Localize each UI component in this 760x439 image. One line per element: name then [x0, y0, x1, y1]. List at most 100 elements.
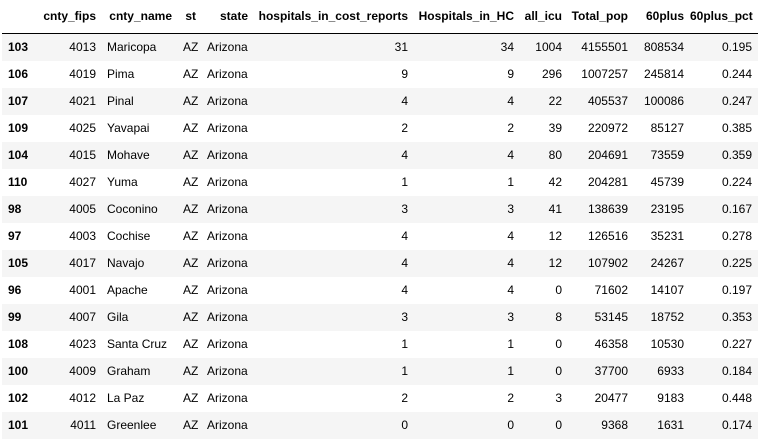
row-index: 100	[2, 358, 38, 385]
table-cell: 204691	[568, 142, 634, 169]
table-cell: Santa Cruz	[102, 331, 178, 358]
table-cell: 4	[414, 277, 520, 304]
table-cell: 107902	[568, 250, 634, 277]
table-cell: AZ	[178, 250, 202, 277]
table-cell: AZ	[178, 412, 202, 439]
row-index: 101	[2, 412, 38, 439]
table-cell: 4	[254, 250, 414, 277]
table-cell: 6933	[634, 358, 690, 385]
table-cell: 0.167	[690, 196, 758, 223]
table-cell: Gila	[102, 304, 178, 331]
table-cell: 4017	[38, 250, 102, 277]
table-cell: Arizona	[202, 115, 254, 142]
table-cell: 80	[520, 142, 568, 169]
table-cell: Arizona	[202, 169, 254, 196]
table-cell: AZ	[178, 358, 202, 385]
table-cell: 46358	[568, 331, 634, 358]
table-cell: 10530	[634, 331, 690, 358]
table-cell: 4012	[38, 385, 102, 412]
row-index: 103	[2, 34, 38, 62]
table-cell: 12	[520, 223, 568, 250]
table-cell: 0.448	[690, 385, 758, 412]
table-cell: 0	[414, 412, 520, 439]
table-cell: 1007257	[568, 61, 634, 88]
row-index: 96	[2, 277, 38, 304]
table-cell: 1	[254, 169, 414, 196]
table-cell: 9368	[568, 412, 634, 439]
table-cell: 4	[414, 223, 520, 250]
row-index: 102	[2, 385, 38, 412]
table-cell: 0	[520, 358, 568, 385]
table-cell: Arizona	[202, 142, 254, 169]
table-cell: 8	[520, 304, 568, 331]
table-cell: 39	[520, 115, 568, 142]
table-cell: 14107	[634, 277, 690, 304]
table-cell: 0.195	[690, 34, 758, 62]
table-cell: 0.278	[690, 223, 758, 250]
table-cell: AZ	[178, 331, 202, 358]
table-cell: 4025	[38, 115, 102, 142]
table-cell: 808534	[634, 34, 690, 62]
table-cell: Arizona	[202, 277, 254, 304]
table-cell: Arizona	[202, 304, 254, 331]
table-cell: Arizona	[202, 88, 254, 115]
table-cell: 4011	[38, 412, 102, 439]
column-header: st	[178, 0, 202, 34]
table-cell: 37700	[568, 358, 634, 385]
column-header: cnty_name	[102, 0, 178, 34]
table-cell: 0	[520, 331, 568, 358]
table-cell: Arizona	[202, 61, 254, 88]
column-header: 60plus_pct	[690, 0, 758, 34]
table-cell: Yuma	[102, 169, 178, 196]
column-header: Total_pop	[568, 0, 634, 34]
row-index: 108	[2, 331, 38, 358]
table-cell: AZ	[178, 88, 202, 115]
table-cell: Arizona	[202, 34, 254, 62]
table-cell: AZ	[178, 385, 202, 412]
table-cell: 31	[254, 34, 414, 62]
row-index: 104	[2, 142, 38, 169]
table-cell: 1	[414, 331, 520, 358]
table-cell: AZ	[178, 169, 202, 196]
table-cell: 4027	[38, 169, 102, 196]
table-cell: Arizona	[202, 250, 254, 277]
table-cell: AZ	[178, 223, 202, 250]
table-cell: 0.385	[690, 115, 758, 142]
table-cell: 4015	[38, 142, 102, 169]
table-cell: 9	[254, 61, 414, 88]
table-cell: 4	[414, 88, 520, 115]
index-header	[2, 0, 38, 34]
table-cell: 42	[520, 169, 568, 196]
table-cell: 296	[520, 61, 568, 88]
table-cell: 4021	[38, 88, 102, 115]
table-cell: 85127	[634, 115, 690, 142]
table-cell: La Paz	[102, 385, 178, 412]
table-cell: 2	[254, 385, 414, 412]
table-cell: 53145	[568, 304, 634, 331]
column-header: 60plus	[634, 0, 690, 34]
table-cell: 3	[254, 196, 414, 223]
table-cell: 126516	[568, 223, 634, 250]
column-header: all_icu	[520, 0, 568, 34]
table-cell: 2	[254, 115, 414, 142]
table-cell: Graham	[102, 358, 178, 385]
table-cell: 35231	[634, 223, 690, 250]
table-cell: 1631	[634, 412, 690, 439]
table-cell: 73559	[634, 142, 690, 169]
table-cell: 405537	[568, 88, 634, 115]
table-cell: 4	[254, 88, 414, 115]
table-cell: 0.224	[690, 169, 758, 196]
table-cell: Pima	[102, 61, 178, 88]
table-cell: 4	[414, 250, 520, 277]
